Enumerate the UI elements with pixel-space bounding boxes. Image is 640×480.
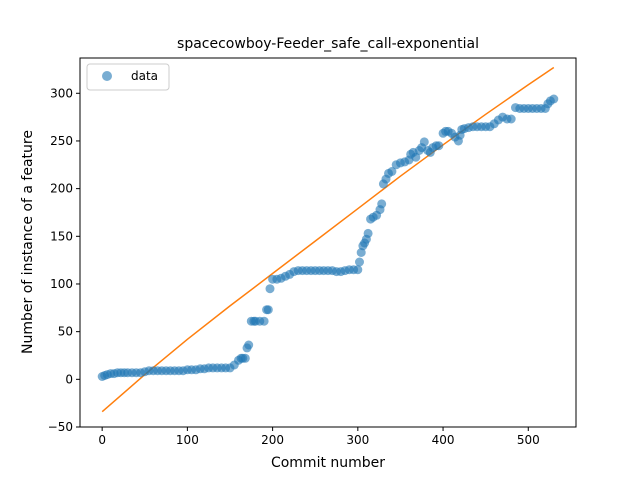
data-point — [263, 305, 273, 315]
data-point — [387, 167, 397, 176]
chart-title: spacecowboy-Feeder_safe_call-exponential — [177, 36, 479, 52]
data-point — [265, 284, 275, 294]
x-tick-label: 100 — [176, 433, 199, 447]
data-points-layer — [97, 94, 559, 381]
legend-marker-icon — [102, 71, 112, 81]
data-point — [353, 265, 363, 275]
y-tick-label: 250 — [50, 134, 73, 148]
y-tick-label: 100 — [50, 277, 73, 291]
data-point — [377, 199, 387, 209]
y-tick-label: 150 — [50, 229, 73, 243]
y-tick-label: 200 — [50, 182, 73, 196]
x-tick-label: 200 — [261, 433, 284, 447]
data-point — [240, 353, 250, 363]
x-tick-label: 0 — [98, 433, 106, 447]
x-tick-label: 300 — [346, 433, 369, 447]
axes-layer: 0 100 200 300 400 500 −50 0 50 100 150 200 250 300 — [48, 57, 577, 447]
x-tick-label: 500 — [517, 433, 540, 447]
data-point — [244, 340, 254, 350]
y-tick-label: 0 — [65, 372, 73, 386]
x-axis-title: Commit number — [271, 455, 385, 471]
data-point — [411, 152, 421, 162]
data-point — [355, 257, 364, 267]
x-tick-label: 400 — [432, 433, 455, 447]
data-point — [363, 228, 373, 238]
data-point — [419, 137, 429, 147]
legend: data — [86, 63, 170, 91]
y-tick-label: 50 — [58, 325, 73, 339]
legend-label-data: data — [131, 69, 158, 83]
data-point — [434, 141, 444, 151]
fit-line-layer — [101, 66, 555, 413]
axes-frame — [79, 57, 577, 428]
legend-box — [86, 63, 170, 91]
data-point — [259, 316, 269, 326]
y-tick-label: −50 — [48, 420, 73, 434]
data-point — [506, 114, 516, 124]
y-axis-title: Number of instance of a feature — [20, 130, 36, 354]
fit-line — [101, 66, 555, 413]
data-point — [549, 94, 559, 104]
y-tick-label: 300 — [50, 86, 73, 100]
